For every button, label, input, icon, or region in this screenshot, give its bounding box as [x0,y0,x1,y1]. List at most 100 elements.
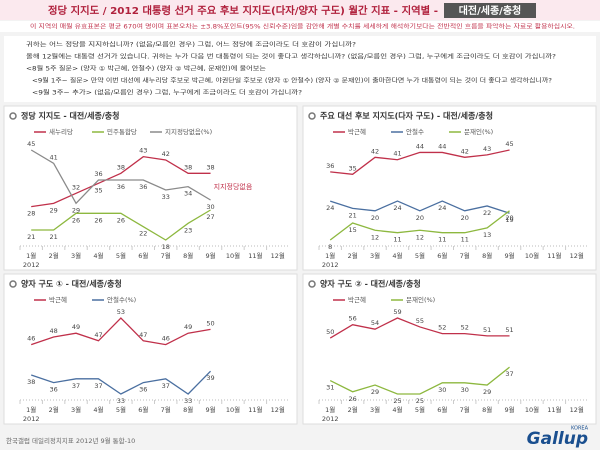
x-tick-label: 1월 [325,405,335,414]
annotation: 지지정당없음 [214,182,253,191]
data-label: 32 [72,183,80,191]
data-label: 42 [162,150,170,158]
x-tick-label: 12월 [570,405,584,414]
x-tick-label: 1월 [26,251,36,260]
series-line [31,209,211,241]
data-label: 38 [184,163,192,171]
region: 대전/세종/충청 [459,4,522,17]
x-tick-label: 4월 [93,405,103,414]
data-label: 29 [371,388,379,396]
data-label: 13 [483,231,491,239]
x-tick-label: 3월 [370,251,380,260]
data-label: 45 [505,140,513,148]
data-label: 36 [139,386,147,394]
data-label: 22 [139,230,147,238]
data-label: 30 [438,386,446,394]
data-label: 21 [49,233,57,241]
data-label: 27 [206,213,214,221]
data-label: 22 [483,209,491,217]
chart-title: 양자 구도 ② - 대전/세종/충청 [320,279,421,289]
question: 귀하는 어느 정당을 지지하십니까? (없음/모름인 경우) 그럼, 어느 정당… [26,41,356,49]
data-label: 41 [393,150,401,158]
data-label: 44 [416,142,424,150]
question: 올해 12월에는 대통령 선거가 있습니다. 귀하는 누가 다음 번 대통령이 … [26,53,556,61]
data-label: 24 [438,204,446,212]
legend-label: 지지정당없음(%) [165,127,212,136]
series-line [31,155,211,208]
x-tick-label: 3월 [71,251,81,260]
data-label: 20 [416,214,424,222]
x-tick-label: 5월 [415,405,425,414]
note-bar [0,21,600,32]
questions: 귀하는 어느 정당을 지지하십니까? (없음/모름인 경우) 그럼, 어느 정당… [26,41,556,97]
x-tick-label: 11월 [248,251,262,260]
legend-label: 안철수(%) [107,295,136,304]
series-line [30,370,212,395]
data-label: 11 [438,236,446,244]
data-label: 21 [348,211,356,219]
data-label: 50 [206,319,214,327]
data-label: 49 [72,323,80,331]
x-tick-label: 2월 [49,251,59,260]
data-label: 11 [393,236,401,244]
x-tick-label: 5월 [415,251,425,260]
data-label: 30 [461,386,469,394]
legend-label: 새누리당 [49,127,73,136]
legend-label: 박근혜 [348,295,366,304]
x-tick-label: 3월 [71,405,81,414]
x-tick-label: 11월 [547,405,561,414]
x-tick-label: 11월 [547,251,561,260]
data-label: 29 [483,388,491,396]
series-line [329,366,510,395]
data-label: 20 [371,214,379,222]
data-label: 51 [505,326,513,334]
data-label: 26 [117,216,125,224]
data-label: 21 [27,233,35,241]
x-tick-label: 4월 [392,251,402,260]
data-label: 55 [416,317,424,325]
x-tick-label: 9월 [504,405,514,414]
year-label: 2012 [23,261,40,269]
data-label: 48 [49,327,57,335]
series-line [30,317,211,346]
legend-label: 민주통합당 [107,127,137,136]
legend-label: 박근혜 [348,127,366,136]
data-label: 53 [117,308,125,316]
x-tick-label: 7월 [460,405,470,414]
data-label: 37 [72,382,80,390]
data-label: 19 [505,216,513,224]
x-tick-label: 3월 [370,405,380,414]
x-tick-label: 7월 [460,251,470,260]
x-tick-label: 4월 [392,405,402,414]
data-label: 18 [162,243,170,251]
data-label: 52 [461,324,469,332]
data-label: 38 [117,163,125,171]
panel [3,105,298,271]
title-icon [9,280,17,288]
x-tick-label: 4월 [93,251,103,260]
x-tick-label: 8월 [183,251,193,260]
x-tick-label: 5월 [116,405,126,414]
chart-title: 주요 대선 후보 지지도(다자 구도) - 대전/세종/충청 [320,111,493,121]
x-tick-label: 9월 [504,251,514,260]
chart-title: 양자 구도 ① - 대전/세종/충청 [21,279,122,289]
question: <9월 1주~ 질문> 만약 이번 대선에 새누리당 후보로 박근혜, 야권단일… [32,77,552,85]
data-label: 36 [49,386,57,394]
questions-box [4,36,596,102]
data-label: 11 [461,236,469,244]
legend-label: 문재인(%) [464,127,493,136]
data-label: 39 [206,374,214,382]
logo: Gallup [527,429,588,449]
data-label: 23 [184,226,192,234]
data-label: 26 [72,216,80,224]
x-tick-label: 6월 [437,251,447,260]
data-label: 43 [139,147,147,155]
question: <9월 3주~ 추가> (없음/모름인 경우) 그럼, 누구에게 조금이라도 더… [32,89,302,97]
data-label: 25 [416,397,424,405]
x-tick-label: 7월 [161,251,171,260]
data-label: 44 [438,142,446,150]
x-tick-label: 10월 [226,251,240,260]
data-label: 33 [117,397,125,405]
data-label: 30 [206,203,214,211]
